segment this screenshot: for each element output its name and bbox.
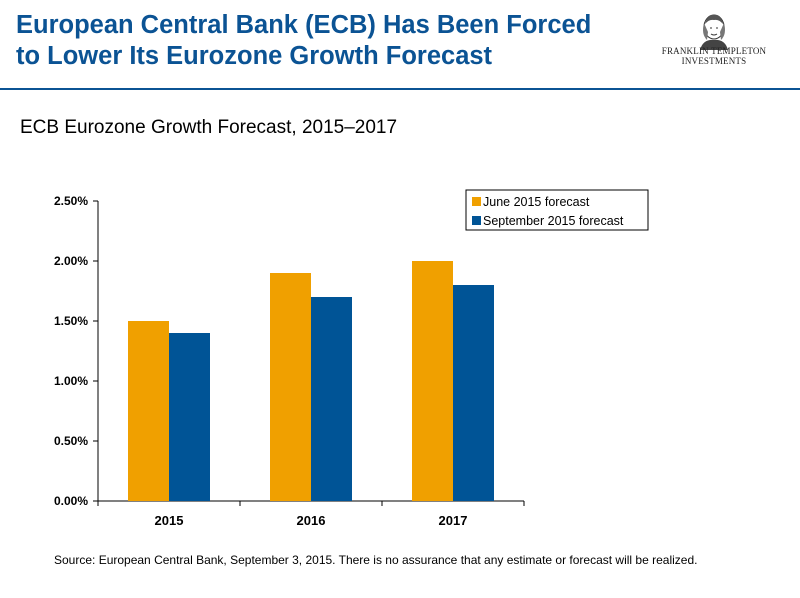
y-tick-label: 1.00% [54,374,88,388]
legend-box [465,189,649,231]
y-tick-label: 2.00% [54,254,88,268]
y-tick-label: 0.00% [54,494,88,508]
header-divider [0,88,800,90]
x-tick-label: 2017 [439,513,468,528]
legend-swatch [472,197,481,206]
legend-label: June 2015 forecast [483,195,590,209]
bar-2016-series-1 [270,273,311,501]
slide-title-line-2: to Lower Its Eurozone Growth Forecast [16,42,493,70]
chart-title: ECB Eurozone Growth Forecast, 2015–2017 [20,117,398,138]
bar-2017-series-2 [453,285,494,501]
logo-line-2: INVESTMENTS [681,56,747,66]
slide-title-line-1: European Central Bank (ECB) Has Been For… [16,11,592,39]
bar-2017-series-1 [412,261,453,501]
portrait-sigil-icon [700,14,728,50]
source-note: Source: European Central Bank, September… [54,553,698,567]
bar-2016-series-2 [311,297,352,501]
bar-2015-series-2 [169,333,210,501]
bar-chart: 0.00% 0.50% 1.00% 1.50% 2.00% 2.50% 2015 2016 20… [54,189,649,528]
x-tick-label: 2016 [297,513,326,528]
franklin-templeton-logo: FRANKLIN TEMPLETON INVESTMENTS [644,10,784,68]
y-tick-label: 0.50% [54,434,88,448]
y-tick-label: 2.50% [54,194,88,208]
x-tick-label: 2015 [155,513,184,528]
legend-swatch [472,216,481,225]
slide-title: European Central Bank (ECB) Has Been For… [16,10,656,72]
legend-label: September 2015 forecast [483,214,624,228]
logo-line-1: FRANKLIN TEMPLETON [661,46,767,56]
bar-2015-series-1 [128,321,169,501]
logo-wordmark: FRANKLIN TEMPLETON INVESTMENTS [644,46,784,66]
y-tick-label: 1.50% [54,314,88,328]
